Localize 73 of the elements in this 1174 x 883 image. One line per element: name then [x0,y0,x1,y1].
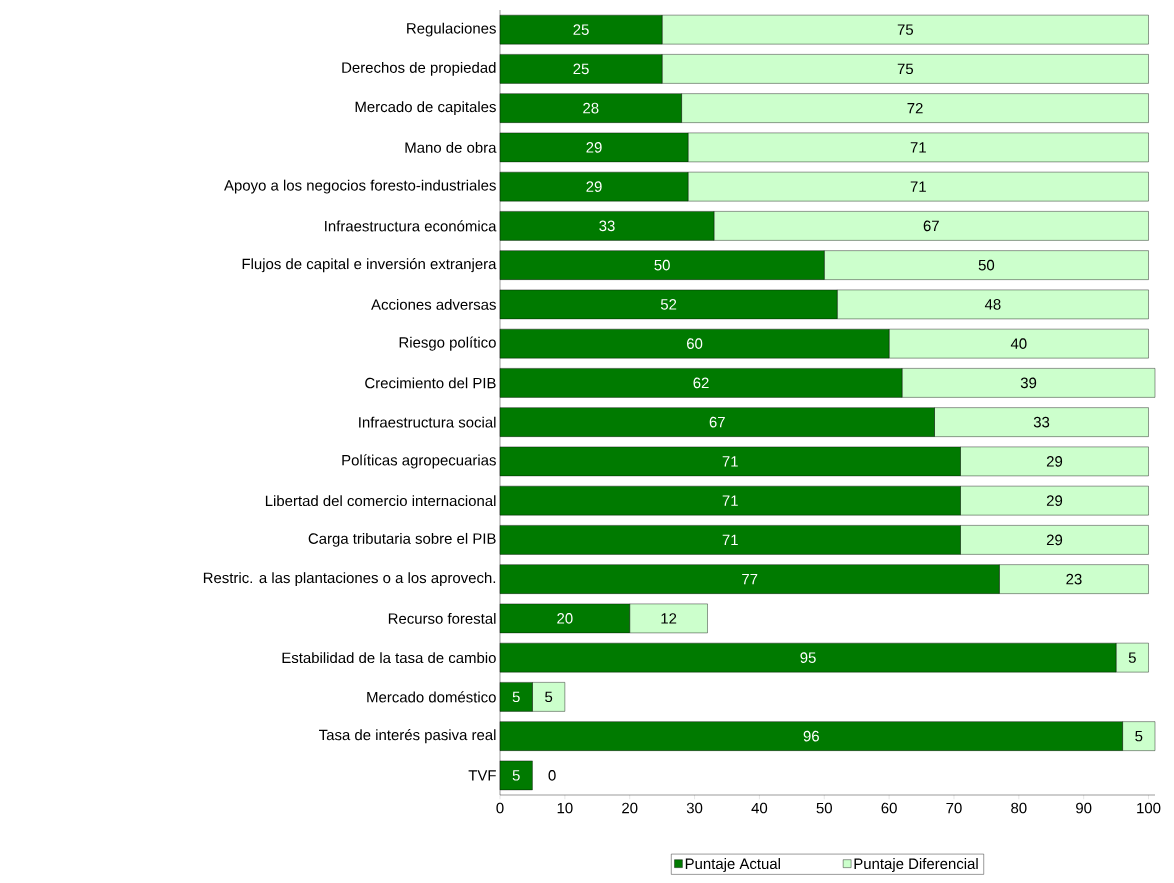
y-tick-label: Mano de obra [405,141,497,153]
data-label: 33 [599,220,615,232]
data-label: 95 [800,652,816,663]
y-tick-label: Carga tributaria sobre el PIB [308,532,496,547]
data-label: 71 [722,534,738,546]
y-tick-label: Tasa de interés pasiva real [319,729,496,744]
data-label: 0 [548,770,556,781]
data-label: 29 [586,181,602,192]
data-label: 5 [1135,730,1143,742]
y-tick-label: Apoyo a los negocios foresto-industriales [224,179,496,194]
y-tick-label: Mercado doméstico [367,691,496,703]
data-label: 5 [1128,652,1136,663]
data-label: 5 [512,691,520,703]
y-tick-label: Derechos de propiedad [342,61,496,76]
y-tick-label: Recurso forestal [388,612,496,624]
legend-label: Puntaje Diferencial [854,858,978,872]
x-tick-label: 60 [881,802,897,814]
x-tick-label: 70 [946,802,962,814]
y-tick-label: Infraestructura económica [325,220,497,232]
x-tick-label: 10 [557,802,573,814]
data-label: 50 [978,259,995,271]
y-tick-label: Infraestructura social [359,416,496,428]
data-label: 12 [661,613,677,624]
data-label: 25 [573,63,589,75]
data-label: 52 [660,299,677,310]
y-tick-label: Estabilidad de la tasa de cambio [282,652,496,664]
x-tick-label: 50 [816,802,832,814]
y-tick-label: Restric. a las plantaciones o a los aprovech. [203,572,496,587]
y-tick-label: Libertad del comercio internacional [265,495,496,507]
data-label: 62 [693,377,709,389]
x-tick-label: 100 [1137,802,1161,814]
data-label: 33 [1033,416,1050,428]
y-tick-label: Riesgo político [399,336,496,351]
data-label: 67 [923,220,939,232]
y-tick-label: Mercado de capitales [355,101,496,116]
data-label: 23 [1066,573,1082,585]
data-label: 39 [1020,377,1037,389]
legend-label: Puntaje Actual [685,858,780,872]
data-label: 25 [573,24,589,35]
y-tick-label: Políticas agropecuarias [342,454,496,469]
data-label: 29 [586,142,602,153]
x-tick-label: 90 [1076,802,1092,814]
data-label: 71 [722,456,738,467]
y-tick-label: Regulaciones [407,22,496,37]
data-label: 71 [910,181,926,192]
data-label: 29 [1046,456,1063,467]
data-label: 29 [1046,534,1063,546]
data-label: 20 [557,613,573,624]
data-label: 28 [583,102,599,114]
data-label: 67 [709,416,725,428]
data-label: 50 [654,259,670,271]
x-tick-label: 20 [622,802,638,814]
y-tick-label: Acciones adversas [371,298,496,310]
data-label: 77 [742,573,758,585]
data-label: 96 [803,730,819,742]
data-label: 48 [984,299,1001,310]
y-tick-label: Flujos de capital e inversión extranjera [242,258,497,273]
data-label: 75 [897,63,914,75]
data-label: 71 [722,495,738,506]
data-label: 75 [897,24,914,35]
data-label: 60 [687,338,703,349]
y-tick-label: TVF [468,770,496,781]
x-tick-label: 80 [1011,802,1027,814]
y-tick-label: Crecimiento del PIB [365,377,496,389]
data-label: 40 [1010,338,1027,349]
data-label: 5 [545,691,553,703]
x-tick-label: 40 [751,802,768,814]
data-label: 5 [512,770,520,781]
x-tick-label: 0 [496,802,504,814]
data-label: 29 [1046,495,1063,506]
data-label: 71 [910,142,926,153]
x-tick-label: 30 [686,802,703,814]
data-label: 72 [907,102,923,114]
